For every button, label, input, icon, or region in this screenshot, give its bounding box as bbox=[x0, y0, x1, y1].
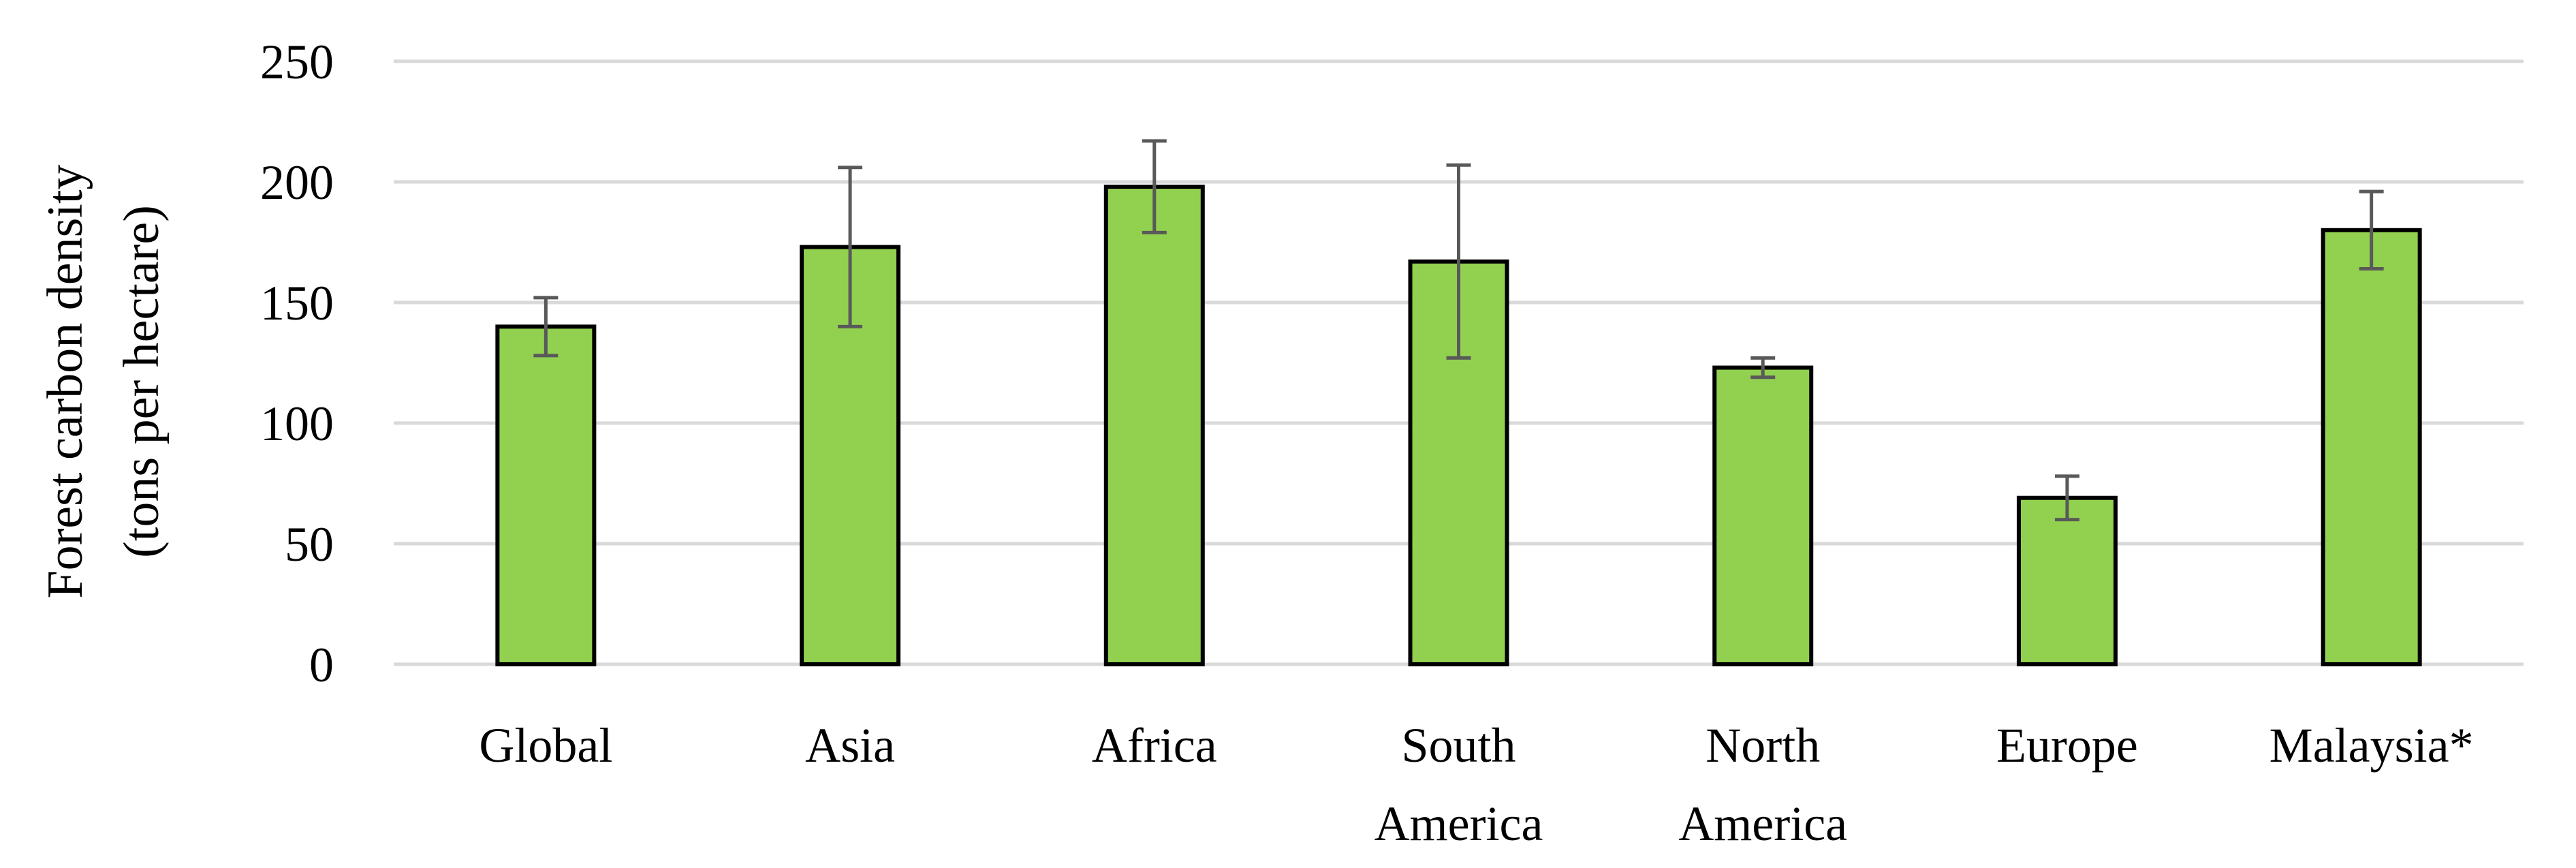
x-tick-label: Malaysia* bbox=[2269, 718, 2474, 773]
x-tick-label: Europe bbox=[1996, 718, 2138, 773]
error-bar bbox=[1446, 163, 1471, 360]
y-tick-label: 200 bbox=[260, 155, 334, 210]
y-tick-label: 100 bbox=[260, 397, 334, 451]
error-bar bbox=[838, 166, 863, 328]
y-axis-title-line-1: Forest carbon density bbox=[37, 164, 93, 598]
error-bar bbox=[1142, 139, 1167, 234]
error-bar bbox=[2359, 189, 2384, 270]
y-tick-label: 0 bbox=[309, 638, 334, 692]
x-tick-label: South bbox=[1401, 718, 1515, 773]
x-tick-label: North bbox=[1706, 718, 1820, 773]
bar bbox=[1712, 365, 1814, 667]
error-bar bbox=[1750, 356, 1776, 379]
x-tick-label: America bbox=[1375, 796, 1543, 851]
bar bbox=[2321, 228, 2422, 666]
y-axis-ticks: 0 50 100 150 200 250 bbox=[260, 35, 334, 692]
y-tick-label: 150 bbox=[260, 276, 334, 330]
error-bar bbox=[533, 296, 559, 358]
x-tick-label: Asia bbox=[805, 718, 895, 773]
y-axis-title-line-2: (tons per hectare) bbox=[114, 205, 170, 558]
y-tick-label: 250 bbox=[260, 35, 334, 89]
bar bbox=[495, 324, 597, 666]
x-tick-label: America bbox=[1678, 796, 1847, 851]
error-bars bbox=[533, 139, 2384, 522]
y-tick-label: 50 bbox=[285, 517, 334, 572]
y-axis-title: Forest carbon density (tons per hectare) bbox=[37, 164, 170, 598]
x-tick-label: Global bbox=[479, 718, 612, 773]
bar bbox=[1103, 185, 1205, 666]
x-axis-labels: Global Asia Africa South America North America… bbox=[479, 718, 2473, 851]
error-bar bbox=[2054, 474, 2079, 522]
bar bbox=[2016, 495, 2118, 666]
x-tick-label: Africa bbox=[1092, 718, 1217, 773]
